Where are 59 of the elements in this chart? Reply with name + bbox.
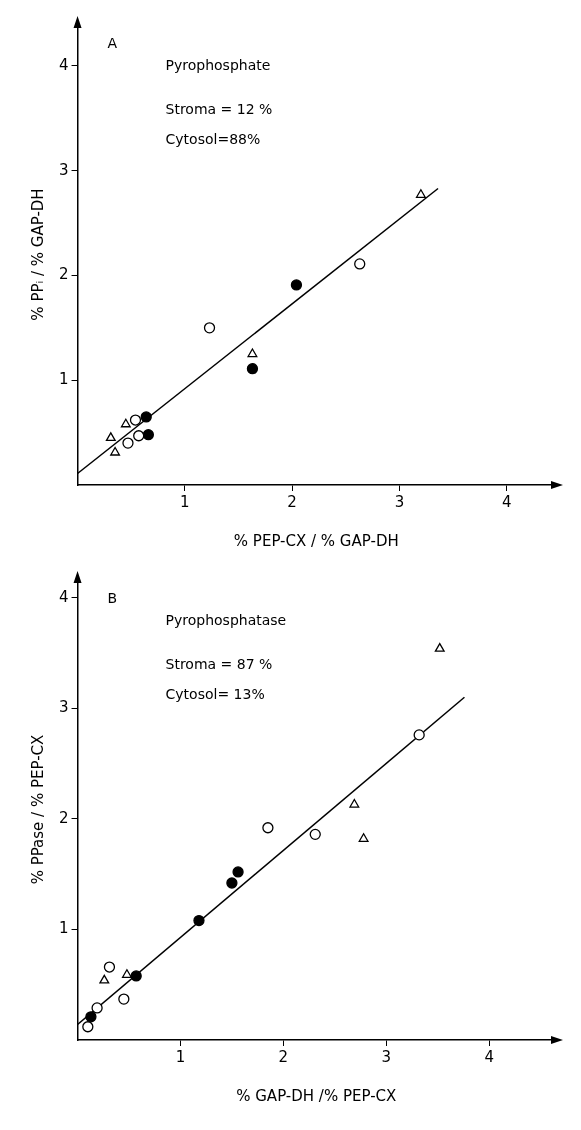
point xyxy=(354,258,366,270)
point xyxy=(120,418,131,428)
x-tick-label: 1 xyxy=(180,492,190,511)
annotation: Stroma = 87 % xyxy=(165,655,273,672)
y-tick-label: 1 xyxy=(59,370,69,389)
point xyxy=(203,322,216,334)
point xyxy=(193,914,205,927)
x-tick-label: 3 xyxy=(381,1047,392,1066)
point xyxy=(246,363,259,375)
point xyxy=(262,822,274,834)
x-tick-label: 2 xyxy=(278,1047,289,1066)
x-tick-label: 1 xyxy=(175,1047,186,1066)
point xyxy=(105,432,116,441)
y-axis-title: % PPᵢ / % GAP-DH xyxy=(28,188,47,321)
annotation: Cytosol= 13% xyxy=(165,685,265,702)
x-axis-title: % PEP-CX / % GAP-DH xyxy=(233,531,399,550)
y-tick-label: 2 xyxy=(59,265,69,284)
point xyxy=(290,279,303,291)
point xyxy=(118,993,130,1005)
annotation: Stroma = 12 % xyxy=(165,100,273,117)
point xyxy=(121,969,132,978)
y-tick-label: 2 xyxy=(59,808,69,827)
point xyxy=(91,1002,103,1014)
point xyxy=(110,446,121,456)
point xyxy=(129,414,142,426)
annotation: B xyxy=(107,589,118,606)
point xyxy=(309,828,321,841)
annotation: Pyrophosphate xyxy=(165,56,271,73)
point xyxy=(103,961,116,973)
y-tick-label: 3 xyxy=(59,160,69,179)
annotation: A xyxy=(107,34,118,51)
point xyxy=(122,437,134,449)
annotation: Cytosol=88% xyxy=(165,130,261,147)
point xyxy=(232,866,244,878)
x-tick-label: 4 xyxy=(501,492,512,511)
y-tick-label: 4 xyxy=(59,587,69,606)
point xyxy=(358,833,369,842)
point xyxy=(226,877,238,889)
annotation: Pyrophosphatase xyxy=(165,611,287,628)
point xyxy=(85,1011,97,1023)
point xyxy=(415,189,426,198)
point xyxy=(349,798,360,808)
x-tick-label: 2 xyxy=(287,492,297,511)
y-axis-title: % PPase / % PEP-CX xyxy=(28,734,47,885)
y-tick-label: 4 xyxy=(59,55,69,74)
point xyxy=(140,411,152,423)
point xyxy=(247,348,258,358)
point xyxy=(99,974,110,984)
point xyxy=(434,643,445,652)
x-tick-label: 3 xyxy=(394,492,405,511)
point xyxy=(413,729,425,741)
x-axis-title: % GAP-DH /% PEP-CX xyxy=(236,1086,397,1105)
y-tick-label: 3 xyxy=(59,698,69,717)
y-tick-label: 1 xyxy=(59,919,69,938)
point xyxy=(82,1021,94,1033)
point xyxy=(133,430,145,442)
x-tick-label: 4 xyxy=(484,1047,494,1066)
point xyxy=(130,970,142,982)
point xyxy=(142,429,155,441)
